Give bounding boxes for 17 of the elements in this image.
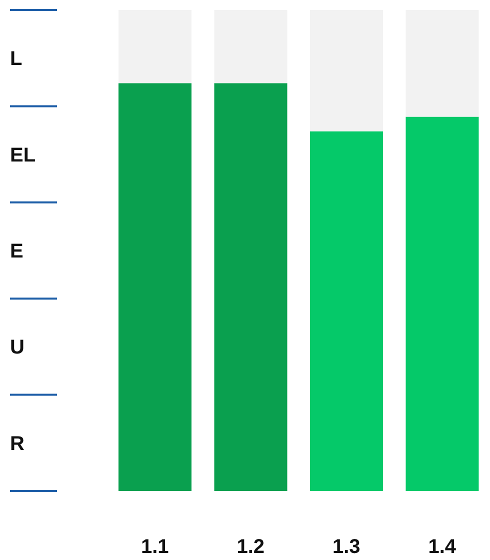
- bar: [406, 116, 479, 491]
- bar: [118, 83, 192, 491]
- x-tick-label: 1.2: [236, 536, 265, 558]
- bar: [214, 83, 288, 491]
- bar: [310, 10, 383, 132]
- bar: [310, 131, 383, 491]
- bar: [118, 10, 192, 84]
- bar: [406, 10, 479, 117]
- x-tick-label: 1.1: [140, 536, 169, 558]
- x-tick-label: 1.4: [428, 536, 457, 558]
- bar: [214, 10, 288, 84]
- text: EL: [10, 144, 36, 166]
- text: L: [10, 48, 22, 70]
- text: U: [10, 336, 24, 359]
- x-tick-label: 1.3: [332, 536, 360, 558]
- text: E: [10, 240, 24, 262]
- text: R: [10, 432, 25, 455]
